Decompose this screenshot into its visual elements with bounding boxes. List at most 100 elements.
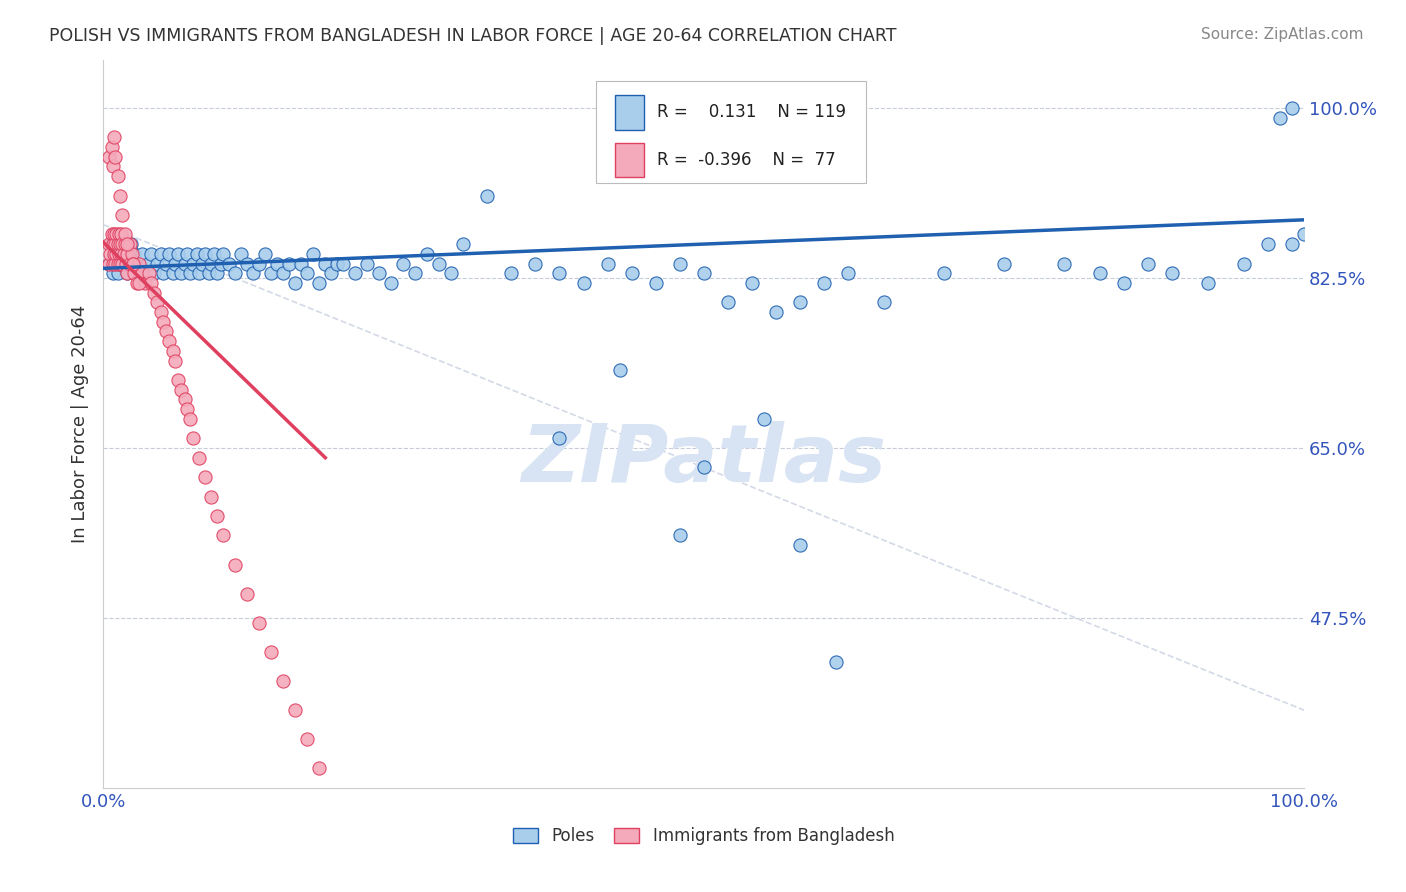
Point [112, 247, 135, 261]
Point [932, 266, 955, 280]
Point [290, 256, 312, 270]
Point [752, 412, 775, 426]
Point [260, 645, 283, 659]
Text: R =    0.131    N = 119: R = 0.131 N = 119 [657, 103, 846, 121]
Point [110, 227, 132, 242]
Point [668, 256, 690, 270]
Point [596, 256, 619, 270]
Point [115, 247, 138, 261]
Point [1136, 256, 1159, 270]
Point [122, 256, 145, 270]
Point [98, 256, 121, 270]
Point [98, 150, 121, 164]
Point [104, 256, 127, 270]
Point [1161, 266, 1184, 280]
Point [620, 266, 643, 280]
Point [165, 353, 187, 368]
Point [114, 227, 136, 242]
Point [103, 227, 125, 242]
Point [136, 256, 159, 270]
Point [1281, 101, 1303, 115]
Point [100, 140, 122, 154]
Text: R =  -0.396    N =  77: R = -0.396 N = 77 [657, 151, 835, 169]
Point [107, 227, 129, 242]
Point [121, 247, 143, 261]
Point [548, 266, 571, 280]
Point [141, 276, 163, 290]
Point [247, 615, 270, 630]
FancyBboxPatch shape [596, 81, 866, 184]
Point [173, 392, 195, 407]
Point [122, 256, 145, 270]
Point [194, 470, 217, 484]
Point [308, 276, 330, 290]
Point [155, 325, 177, 339]
Point [157, 247, 180, 261]
Point [332, 256, 354, 270]
Point [404, 266, 426, 280]
Point [110, 237, 132, 252]
Point [271, 673, 294, 688]
Point [120, 237, 142, 252]
Point [162, 266, 184, 280]
Point [176, 247, 198, 261]
Point [115, 256, 138, 270]
Point [128, 256, 150, 270]
Point [266, 256, 288, 270]
Point [100, 237, 122, 252]
Point [107, 266, 129, 280]
Legend: Poles, Immigrants from Bangladesh: Poles, Immigrants from Bangladesh [513, 827, 894, 845]
Point [103, 247, 125, 261]
Point [107, 237, 129, 252]
Point [254, 247, 277, 261]
Point [501, 266, 523, 280]
Point [111, 256, 134, 270]
Point [190, 256, 212, 270]
Point [524, 256, 547, 270]
Point [115, 266, 138, 280]
Point [692, 266, 714, 280]
Point [101, 237, 124, 252]
Text: Source: ZipAtlas.com: Source: ZipAtlas.com [1201, 27, 1364, 42]
Point [104, 150, 127, 164]
Point [356, 256, 378, 270]
Point [165, 256, 187, 270]
Point [572, 276, 595, 290]
Point [103, 130, 125, 145]
Point [138, 266, 160, 280]
Point [284, 703, 307, 717]
Point [146, 256, 169, 270]
FancyBboxPatch shape [614, 143, 644, 177]
Point [813, 276, 835, 290]
Point [141, 247, 163, 261]
Point [128, 256, 150, 270]
Point [111, 237, 134, 252]
Point [108, 256, 131, 270]
Point [368, 266, 391, 280]
Point [224, 266, 246, 280]
Point [108, 188, 131, 202]
Point [1257, 237, 1279, 252]
Point [155, 256, 177, 270]
Text: POLISH VS IMMIGRANTS FROM BANGLADESH IN LABOR FORCE | AGE 20-64 CORRELATION CHAR: POLISH VS IMMIGRANTS FROM BANGLADESH IN … [49, 27, 897, 45]
Point [122, 256, 145, 270]
Point [98, 256, 121, 270]
Point [103, 247, 125, 261]
Point [98, 247, 121, 261]
Point [200, 490, 222, 504]
Point [1294, 227, 1316, 242]
Point [170, 383, 193, 397]
Point [1281, 237, 1303, 252]
Point [212, 528, 235, 542]
Point [326, 256, 349, 270]
Point [741, 276, 763, 290]
Point [104, 256, 127, 270]
Point [111, 208, 134, 222]
Point [1197, 276, 1219, 290]
Point [314, 256, 336, 270]
Point [198, 266, 221, 280]
Point [131, 266, 153, 280]
Point [115, 247, 138, 261]
Point [152, 266, 174, 280]
Point [205, 508, 228, 523]
